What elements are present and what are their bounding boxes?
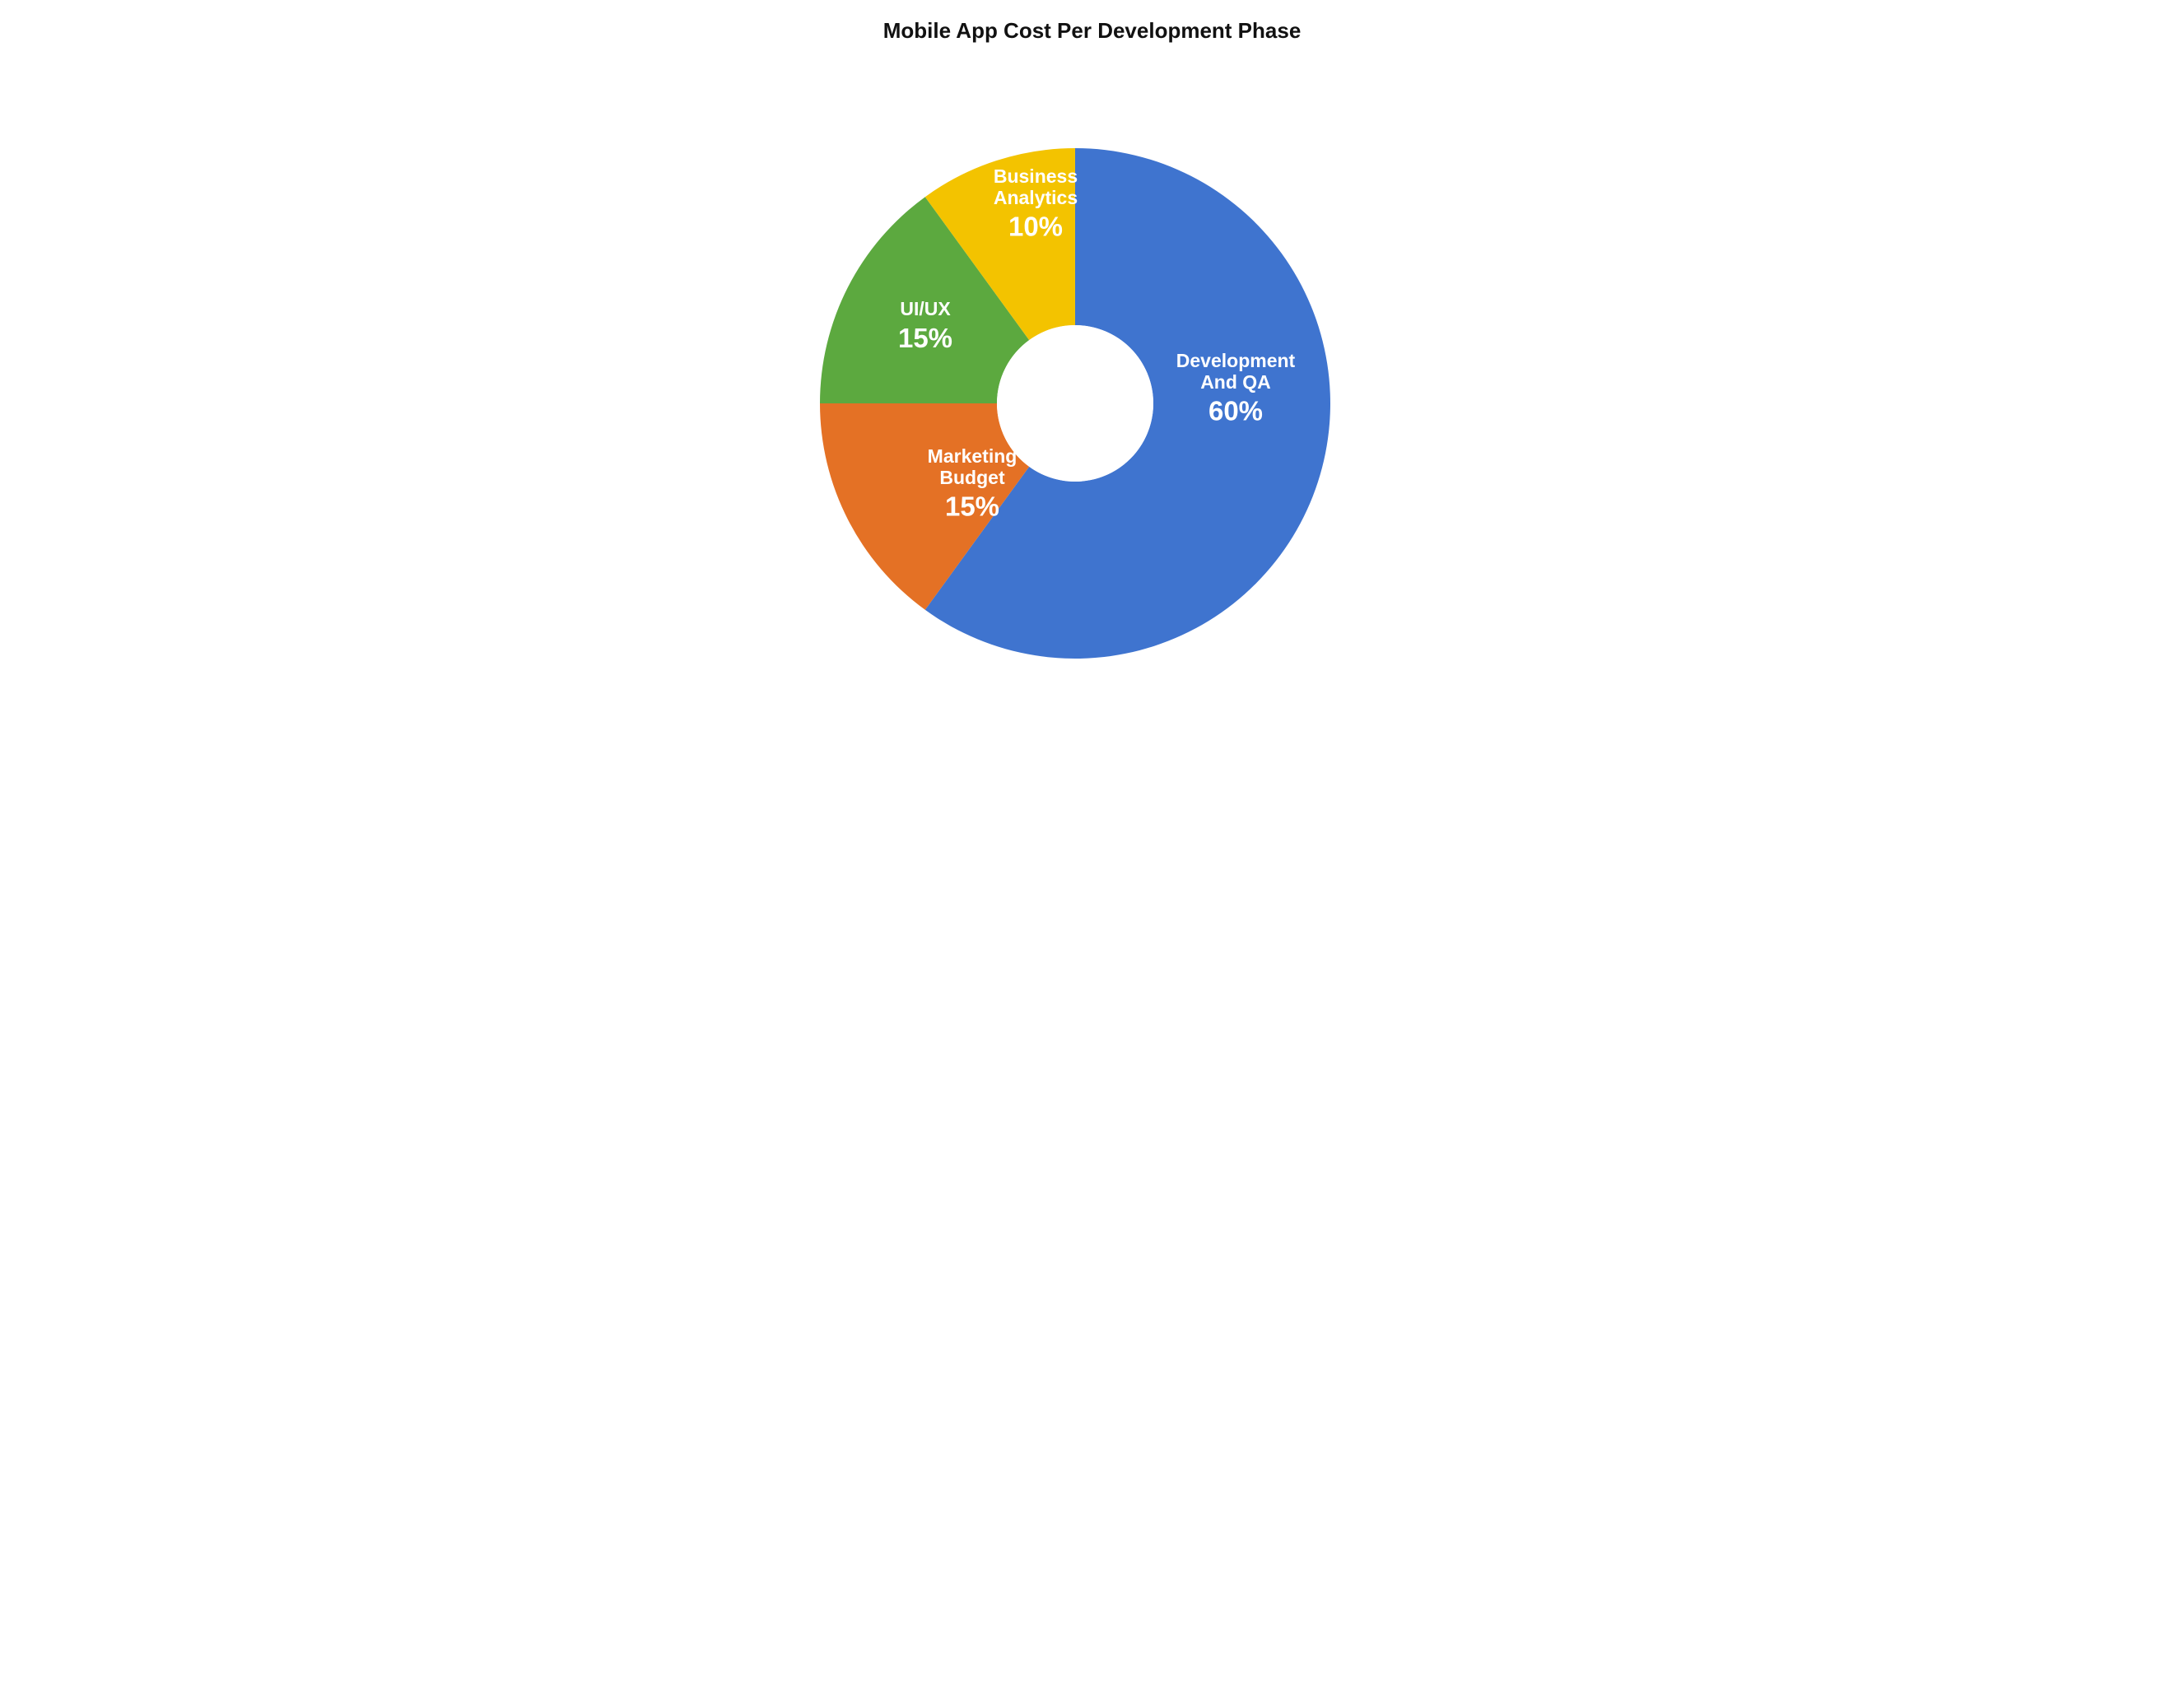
- donut-hole: [997, 325, 1153, 482]
- slice-label: UI/UX15%: [897, 298, 952, 353]
- chart-container: Mobile App Cost Per Development Phase De…: [585, 0, 1600, 787]
- pie-chart: DevelopmentAnd QA60%MarketingBudget15%UI…: [585, 0, 1600, 787]
